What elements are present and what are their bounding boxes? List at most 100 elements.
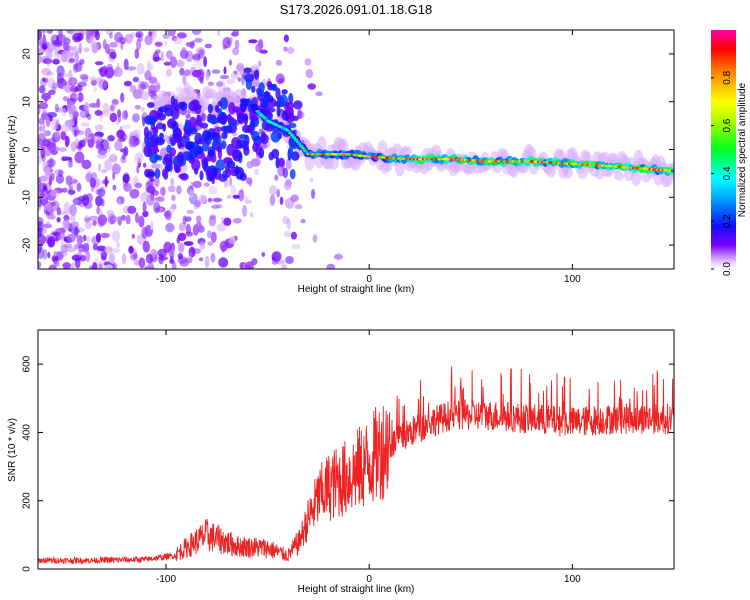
- heatmap-cell: [170, 106, 180, 120]
- colorbar-tick-label: 0.2: [722, 214, 733, 228]
- heatmap-cell: [283, 46, 288, 52]
- heatmap-cell: [129, 135, 140, 148]
- heatmap-cell: [285, 256, 294, 264]
- heatmap-cell: [164, 107, 173, 117]
- heatmap-cell: [81, 194, 90, 207]
- heatmap-cell: [68, 182, 74, 194]
- heatmap-cell: [89, 102, 98, 108]
- bottom-x-tick-label: -100: [156, 574, 176, 585]
- heatmap-cell: [54, 260, 60, 267]
- heatmap-cell: [302, 149, 308, 152]
- heatmap-cell: [243, 196, 249, 201]
- heatmap-cell: [67, 162, 74, 168]
- heatmap-cell: [178, 222, 186, 232]
- heatmap-cell: [196, 114, 202, 127]
- heatmap-cell: [193, 58, 204, 69]
- heatmap-cell: [243, 67, 252, 74]
- heatmap-cell: [226, 143, 235, 156]
- heatmap-cell: [290, 151, 300, 161]
- heatmap-cell: [232, 30, 239, 36]
- heatmap-cell: [66, 176, 73, 182]
- heatmap-cell: [47, 77, 56, 89]
- heatmap-cell: [198, 194, 207, 204]
- heatmap-cell: [109, 41, 118, 48]
- top-y-tick-label: 10: [22, 96, 33, 108]
- heatmap-cell: [136, 63, 145, 75]
- heatmap-cell: [53, 251, 58, 257]
- heatmap-cell: [184, 69, 191, 77]
- heatmap-cell: [94, 30, 100, 41]
- heatmap-cell: [38, 30, 42, 41]
- heatmap-cell: [220, 140, 227, 150]
- heatmap-cell: [63, 201, 70, 214]
- heatmap-cell: [45, 160, 52, 167]
- heatmap-cell: [223, 66, 227, 75]
- heatmap-cell: [270, 130, 281, 143]
- heatmap-cell: [104, 159, 112, 171]
- heatmap-cell: [260, 133, 269, 145]
- heatmap-cell: [309, 177, 314, 183]
- heatmap-cell: [46, 158, 56, 168]
- heatmap-cell: [86, 235, 91, 243]
- heatmap-cell: [164, 210, 172, 221]
- heatmap-cell: [266, 81, 273, 88]
- heatmap-cell: [108, 246, 113, 252]
- heatmap-cell: [297, 109, 303, 119]
- heatmap-cell: [100, 232, 110, 239]
- heatmap-cell: [179, 259, 189, 267]
- heatmap-cell: [194, 145, 204, 156]
- heatmap-cell: [245, 261, 254, 269]
- heatmap-cell: [55, 174, 65, 184]
- heatmap-cell: [38, 53, 42, 65]
- heatmap-cell: [38, 102, 49, 110]
- heatmap-cell: [76, 182, 82, 192]
- heatmap-cell: [86, 113, 92, 121]
- heatmap-cell: [79, 58, 85, 65]
- heatmap-cell: [138, 215, 145, 228]
- bottom-y-tick-label: 200: [22, 492, 33, 509]
- heatmap-cell: [89, 177, 97, 188]
- heatmap-cell: [242, 204, 248, 217]
- heatmap-cell: [286, 106, 294, 116]
- heatmap-cell: [42, 43, 48, 50]
- heatmap-cell: [123, 182, 132, 192]
- heatmap-cell: [135, 32, 142, 38]
- heatmap-cell: [236, 112, 244, 124]
- heatmap-cell: [219, 240, 229, 252]
- heatmap-cell: [163, 134, 168, 142]
- heatmap-cell: [241, 74, 245, 86]
- heatmap-cell: [52, 231, 61, 236]
- heatmap-cell: [194, 37, 203, 43]
- heatmap-cell: [210, 204, 220, 209]
- heatmap-cell: [116, 118, 120, 126]
- heatmap-cell: [195, 47, 206, 56]
- heatmap-cell: [69, 58, 75, 63]
- heatmap-cell: [80, 122, 90, 127]
- heatmap-cell: [84, 214, 90, 224]
- heatmap-cell: [144, 265, 154, 269]
- heatmap-cell: [276, 105, 281, 117]
- heatmap-cell: [116, 36, 127, 44]
- heatmap-cell: [112, 217, 121, 222]
- heatmap-cell: [42, 248, 48, 260]
- heatmap-cell: [106, 63, 114, 73]
- heatmap-cell: [144, 70, 152, 81]
- heatmap-cell: [147, 90, 157, 97]
- heatmap-cell: [98, 186, 106, 198]
- heatmap-cell: [122, 173, 130, 184]
- bottom-x-tick-label: 100: [564, 574, 581, 585]
- heatmap-cell: [269, 185, 277, 196]
- heatmap-cell: [207, 81, 214, 86]
- heatmap-cell: [215, 104, 220, 113]
- heatmap-cell: [134, 182, 143, 189]
- heatmap-cell: [79, 109, 90, 119]
- heatmap-cell: [38, 105, 41, 115]
- heatmap-cell: [46, 56, 50, 67]
- heatmap-cell: [244, 199, 252, 204]
- heatmap-cell: [205, 169, 215, 178]
- heatmap-cell: [212, 197, 223, 203]
- heatmap-cell: [162, 123, 167, 132]
- heatmap-cell: [92, 262, 98, 269]
- heatmap-cell: [104, 43, 111, 55]
- heatmap-cell: [89, 76, 96, 81]
